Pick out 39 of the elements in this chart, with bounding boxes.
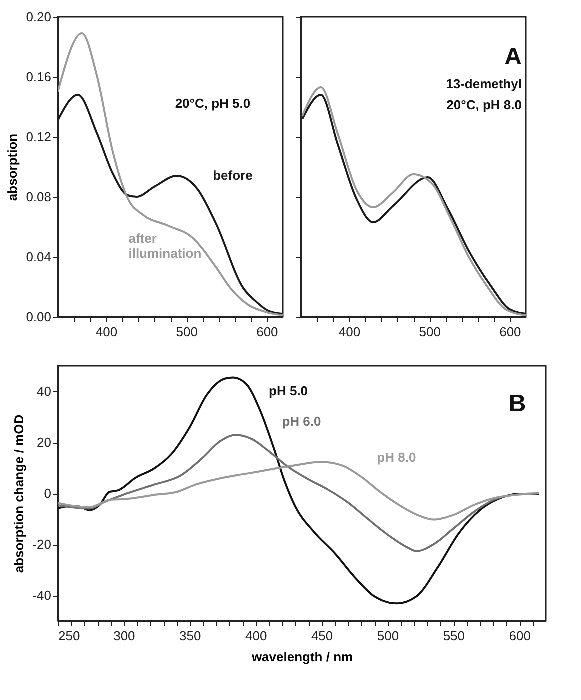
annotation: B [508, 390, 526, 418]
y-tick-label: 0.20 [26, 10, 52, 24]
y-axis-title: absorption change / mOD [12, 414, 27, 574]
x-tick-label: 550 [443, 628, 466, 644]
y-tick-label: 0.04 [26, 250, 52, 264]
y-axis-title: absorption [5, 134, 20, 202]
line-series [58, 376, 540, 605]
x-tick-label: 400 [245, 628, 268, 644]
series-label: before [213, 168, 253, 183]
x-tick-label: 500 [176, 324, 198, 340]
y-tick-label: 0 [44, 486, 52, 501]
x-tick-label: 350 [180, 628, 202, 644]
y-tick-label: 0.12 [26, 130, 52, 144]
x-tick-label: 300 [114, 628, 136, 644]
series-label: after illumination [128, 231, 202, 261]
y-tick-label: 40 [37, 384, 52, 399]
y-tick-label: -40 [32, 588, 52, 603]
series-label: pH 5.0 [269, 384, 308, 398]
x-tick-label: 600 [509, 628, 531, 644]
x-tick-label: 250 [58, 628, 80, 644]
annotation: 20°C, pH 8.0 [446, 98, 522, 112]
x-tick-label: 600 [500, 324, 522, 340]
x-tick-label: 450 [311, 628, 334, 644]
y-tick-label: -20 [32, 537, 52, 552]
x-tick-label: 600 [256, 324, 278, 340]
y-tick-label: 0.16 [26, 70, 52, 84]
x-axis-title: wavelength / nm [250, 650, 354, 664]
series-label: pH 8.0 [377, 450, 416, 465]
x-tick-label: 500 [377, 628, 400, 644]
y-tick-label: 0.00 [26, 310, 52, 324]
y-tick-label: 0.08 [26, 190, 52, 204]
annotation: A [504, 44, 522, 70]
x-tick-label: 400 [96, 324, 118, 340]
annotation: 13-demethyl [446, 76, 522, 92]
annotation: 20°C, pH 5.0 [175, 96, 251, 111]
series-label: pH 6.0 [282, 414, 322, 430]
y-tick-label: 20 [37, 435, 52, 450]
x-tick-label: 400 [338, 324, 361, 340]
x-tick-label: 500 [419, 324, 441, 340]
